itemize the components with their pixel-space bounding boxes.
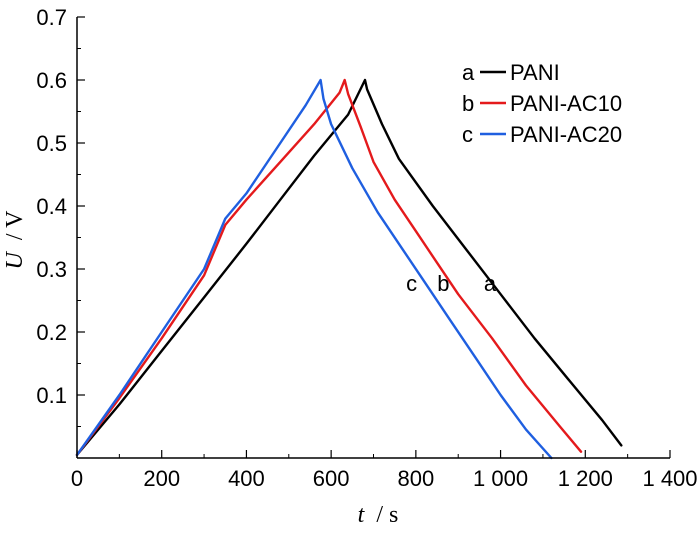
x-tick-label: 800 bbox=[397, 466, 434, 491]
y-tick-label: 0.6 bbox=[36, 68, 67, 93]
y-axis-variable: U bbox=[2, 250, 28, 269]
y-tick-label: 0.5 bbox=[36, 131, 67, 156]
x-axis-title: t / s bbox=[358, 502, 399, 528]
y-axis-unit: / V bbox=[2, 210, 28, 240]
x-tick-label: 600 bbox=[313, 466, 350, 491]
ticks-layer: 0 200 400 600 800 1 000 1 200 1 400 0.1 0.2 0.3 0.4… bbox=[36, 5, 697, 491]
legend-label-c: PANI-AC20 bbox=[510, 122, 622, 147]
legend-key-a: a bbox=[462, 60, 475, 85]
legend-key-c: c bbox=[462, 122, 473, 147]
series-line-c bbox=[75, 78, 553, 460]
x-tick-label: 0 bbox=[71, 466, 83, 491]
x-axis-unit: / s bbox=[376, 502, 398, 528]
curve-label-b: b bbox=[437, 271, 449, 296]
x-axis-variable: t bbox=[358, 502, 366, 528]
y-tick-label: 0.3 bbox=[36, 257, 67, 282]
x-tick-label: 1 000 bbox=[473, 466, 528, 491]
curve-label-c: c bbox=[406, 271, 417, 296]
legend-label-a: PANI bbox=[510, 60, 560, 85]
axes-layer bbox=[76, 17, 670, 459]
legend-label-b: PANI-AC10 bbox=[510, 91, 622, 116]
x-tick-label: 200 bbox=[143, 466, 180, 491]
x-tick-label: 400 bbox=[228, 466, 265, 491]
y-tick-label: 0.7 bbox=[36, 5, 67, 30]
y-tick-label: 0.1 bbox=[36, 383, 67, 408]
curve-label-a: a bbox=[484, 271, 497, 296]
series-line-b bbox=[75, 78, 583, 457]
series-layer bbox=[75, 78, 623, 460]
legend: a PANI b PANI-AC10 c PANI-AC20 bbox=[462, 60, 622, 147]
x-tick-label: 1 200 bbox=[558, 466, 613, 491]
y-tick-label: 0.2 bbox=[36, 320, 67, 345]
series-line-a bbox=[75, 78, 623, 457]
x-tick-label: 1 400 bbox=[642, 466, 697, 491]
y-tick-label: 0.4 bbox=[36, 194, 67, 219]
legend-key-b: b bbox=[462, 91, 474, 116]
y-axis-title: U / V bbox=[2, 210, 28, 270]
